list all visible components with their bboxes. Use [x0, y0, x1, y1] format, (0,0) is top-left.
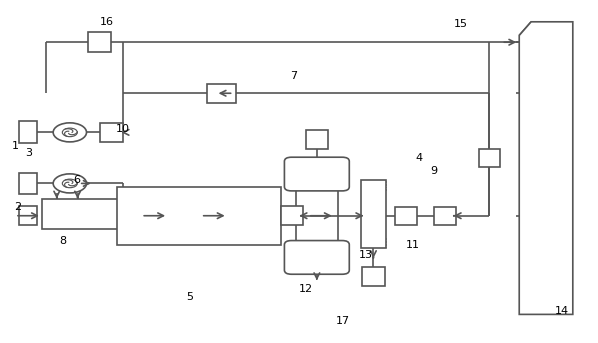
Text: 12: 12: [299, 284, 313, 294]
Text: 6: 6: [73, 175, 80, 185]
Text: 15: 15: [454, 19, 468, 28]
Bar: [19, 206, 37, 225]
Text: 7: 7: [290, 71, 297, 81]
Text: 11: 11: [406, 240, 420, 250]
Bar: [479, 149, 500, 167]
Bar: [89, 32, 111, 52]
Text: 3: 3: [25, 148, 32, 158]
Text: 17: 17: [336, 316, 350, 326]
Text: 8: 8: [60, 236, 67, 246]
Text: 16: 16: [100, 17, 114, 27]
Bar: [19, 173, 37, 193]
Bar: [280, 206, 303, 225]
Bar: [19, 121, 37, 143]
Bar: [395, 207, 417, 225]
Bar: [361, 180, 386, 248]
Bar: [306, 130, 328, 149]
Bar: [100, 123, 123, 142]
Bar: [117, 187, 281, 245]
Text: 5: 5: [186, 292, 193, 303]
Bar: [42, 199, 119, 229]
Text: 1: 1: [12, 141, 19, 151]
Text: 13: 13: [359, 250, 373, 260]
Circle shape: [62, 179, 77, 188]
Text: 10: 10: [116, 124, 130, 134]
FancyBboxPatch shape: [285, 157, 349, 191]
Text: 9: 9: [430, 166, 437, 177]
Text: 14: 14: [555, 306, 569, 316]
Circle shape: [53, 123, 87, 142]
Bar: [362, 267, 385, 286]
Text: 2: 2: [14, 202, 22, 212]
Bar: [208, 84, 236, 103]
Circle shape: [53, 174, 87, 193]
Bar: [434, 207, 456, 225]
FancyBboxPatch shape: [285, 240, 349, 274]
Text: 4: 4: [415, 153, 422, 163]
Polygon shape: [519, 22, 573, 315]
Circle shape: [62, 128, 77, 137]
